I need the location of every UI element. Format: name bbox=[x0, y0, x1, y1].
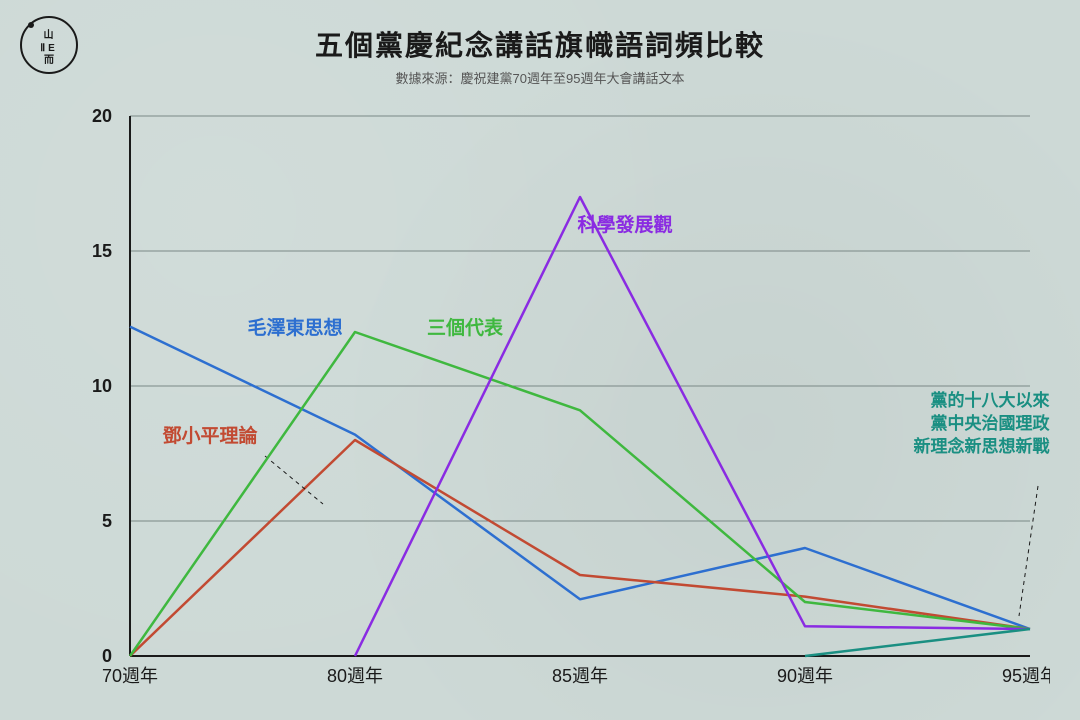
y-tick-label: 20 bbox=[92, 106, 112, 126]
series-label-mao: 毛澤東思想 bbox=[247, 316, 342, 339]
y-tick-label: 10 bbox=[92, 376, 112, 396]
y-tick-label: 15 bbox=[92, 241, 112, 261]
y-tick-label: 5 bbox=[102, 511, 112, 531]
label-connector bbox=[1019, 486, 1038, 616]
x-tick-label: 80週年 bbox=[327, 666, 383, 686]
x-tick-label: 70週年 bbox=[102, 666, 158, 686]
series-line-deng bbox=[130, 440, 1030, 656]
series-line-science bbox=[355, 197, 1030, 656]
chart-title: 五個黨慶紀念講話旗幟語詞頻比較 bbox=[0, 24, 1080, 64]
series-label-three: 三個代表 bbox=[427, 316, 504, 339]
series-label-eighteenth: 黨的十八大以來黨中央治國理政新理念新思想新戰略 bbox=[914, 390, 1051, 456]
series-label-deng: 鄧小平理論 bbox=[161, 424, 258, 447]
x-tick-label: 90週年 bbox=[777, 666, 833, 686]
series-line-mao bbox=[130, 327, 1030, 629]
series-line-eighteenth bbox=[805, 629, 1030, 656]
y-tick-label: 0 bbox=[102, 646, 112, 666]
series-line-three bbox=[130, 332, 1030, 656]
x-tick-label: 85週年 bbox=[552, 666, 608, 686]
chart-subtitle: 數據來源：慶祝建黨70週年至95週年大會講話文本 bbox=[0, 68, 1080, 87]
line-chart: 0 5 10 15 20 70週年 80週年 85週年 90週年 95週年 毛澤東思想鄧小平理論 三個… bbox=[70, 96, 1050, 696]
x-tick-label: 95週年 bbox=[1002, 666, 1050, 686]
series-label-science: 科學發展觀 bbox=[577, 213, 672, 236]
